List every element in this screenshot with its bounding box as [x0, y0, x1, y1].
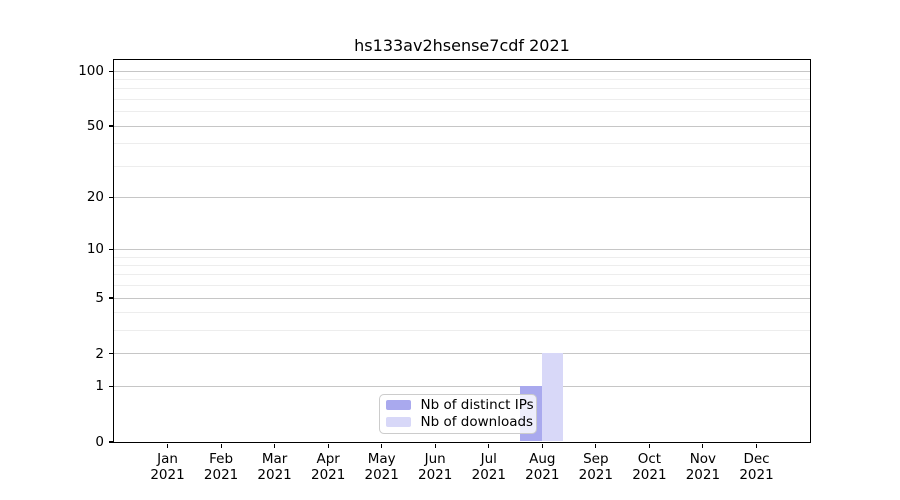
- x-tick-mark: [434, 443, 436, 448]
- y-tick-label: 0: [95, 434, 104, 450]
- x-tick-mark: [488, 443, 490, 448]
- y-tick-mark: [108, 441, 113, 443]
- minor-gridline: [113, 79, 810, 80]
- x-tick-mark: [166, 443, 169, 448]
- minor-gridline: [113, 285, 810, 287]
- x-tick-year: 2021: [418, 467, 453, 483]
- x-tick-label-jan: Jan 2021: [132, 451, 204, 483]
- x-tick-label-sep: Sep 2021: [560, 451, 632, 483]
- x-tick-year: 2021: [471, 467, 506, 483]
- legend-row-distinct-ips: Nb of distinct IPs: [385, 397, 534, 413]
- x-tick-label-jul: Jul 2021: [453, 451, 525, 483]
- legend-swatch-distinct-ips: [385, 400, 411, 410]
- x-tick-month: Jul: [480, 451, 497, 467]
- x-tick-mark: [755, 443, 758, 448]
- x-tick-month: Jan: [157, 451, 178, 467]
- x-tick-label-apr: Apr 2021: [292, 451, 364, 483]
- x-tick-mark: [595, 443, 597, 448]
- y-tick-label: 1: [95, 378, 104, 395]
- x-tick-mark: [541, 443, 543, 448]
- minor-gridline: [113, 98, 810, 100]
- x-tick-year: 2021: [150, 467, 185, 483]
- minor-gridline: [113, 274, 810, 276]
- legend-row-downloads: Nb of downloads: [385, 414, 534, 430]
- x-tick-year: 2021: [578, 467, 613, 483]
- plot-area: Nb of distinct IPs Nb of downloads: [112, 58, 811, 443]
- x-tick-year: 2021: [203, 467, 239, 483]
- major-gridline: [113, 125, 810, 127]
- x-tick-year: 2021: [257, 467, 292, 483]
- x-tick-label-dec: Dec 2021: [721, 451, 793, 483]
- x-tick-year: 2021: [311, 467, 346, 483]
- x-tick-mark: [702, 443, 704, 448]
- y-tick-label: 20: [86, 189, 104, 206]
- legend-label-distinct-ips: Nb of distinct IPs: [420, 397, 534, 413]
- y-tick-label: 10: [86, 241, 104, 258]
- major-gridline: [113, 196, 810, 198]
- major-gridline: [113, 248, 810, 250]
- x-tick-month: May: [367, 451, 396, 467]
- legend-label-downloads: Nb of downloads: [420, 414, 534, 430]
- legend: Nb of distinct IPs Nb of downloads: [378, 393, 537, 434]
- x-tick-month: Nov: [689, 451, 717, 467]
- y-tick-label: 100: [78, 63, 104, 80]
- y-tick-mark: [108, 196, 113, 198]
- bar-aug-downloads: [541, 353, 564, 442]
- x-tick-month: Feb: [209, 451, 234, 467]
- minor-gridline: [113, 264, 810, 266]
- x-tick-month: Apr: [316, 451, 340, 467]
- y-tick-mark: [108, 125, 113, 127]
- x-tick-year: 2021: [632, 467, 667, 483]
- x-tick-month: Mar: [261, 451, 288, 467]
- x-tick-label-mar: Mar 2021: [239, 451, 311, 483]
- x-tick-year: 2021: [525, 467, 560, 483]
- y-tick-mark: [108, 248, 113, 250]
- major-gridline: [113, 353, 810, 355]
- x-tick-mark: [381, 443, 383, 448]
- x-tick-year: 2021: [739, 467, 774, 483]
- major-gridline: [113, 70, 810, 72]
- x-tick-month: Dec: [743, 451, 770, 467]
- y-tick-mark: [108, 297, 113, 299]
- y-tick-mark: [108, 353, 113, 355]
- major-gridline: [113, 297, 810, 299]
- minor-gridline: [113, 312, 810, 314]
- x-tick-label-nov: Nov 2021: [667, 451, 739, 483]
- x-tick-label-feb: Feb 2021: [185, 451, 257, 483]
- x-tick-label-aug: Aug 2021: [506, 451, 578, 483]
- x-tick-mark: [220, 443, 222, 448]
- x-tick-label-jun: Jun 2021: [399, 451, 471, 483]
- y-tick-mark: [108, 385, 113, 387]
- x-tick-month: Sep: [583, 451, 609, 467]
- x-tick-mark: [648, 443, 650, 448]
- minor-gridline: [113, 165, 810, 167]
- major-gridline: [113, 385, 810, 387]
- x-tick-year: 2021: [685, 467, 721, 483]
- minor-gridline: [113, 143, 810, 145]
- y-tick-label: 50: [86, 118, 104, 134]
- x-tick-label-oct: Oct 2021: [613, 451, 685, 483]
- x-tick-label-may: May 2021: [346, 451, 418, 483]
- y-tick-label: 5: [95, 290, 104, 306]
- y-tick-label: 2: [95, 345, 104, 362]
- minor-gridline: [113, 330, 810, 332]
- x-tick-month: Aug: [529, 451, 556, 467]
- x-tick-month: Oct: [637, 451, 662, 467]
- x-tick-year: 2021: [364, 467, 399, 483]
- legend-swatch-downloads: [385, 417, 411, 427]
- minor-gridline: [113, 111, 810, 113]
- y-tick-mark: [108, 70, 113, 72]
- x-tick-mark: [327, 443, 329, 448]
- x-tick-month: Jun: [424, 451, 446, 467]
- minor-gridline: [113, 256, 810, 258]
- chart-title: hs133av2hsense7cdf 2021: [354, 36, 570, 55]
- minor-gridline: [113, 88, 810, 90]
- x-tick-mark: [274, 443, 276, 448]
